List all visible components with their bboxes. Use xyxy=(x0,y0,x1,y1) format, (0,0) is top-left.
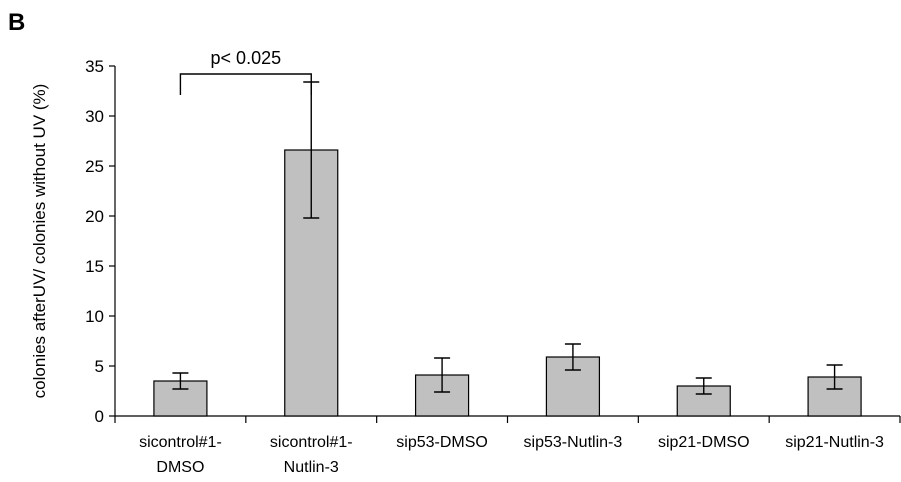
annotations-group: p< 0.025 xyxy=(179,48,312,95)
category-label: sip53-DMSO xyxy=(396,434,488,451)
category-label: sip53-Nutlin-3 xyxy=(524,434,623,451)
error-bars-group xyxy=(172,81,843,395)
bars-group xyxy=(153,149,862,417)
y-tick-label: 10 xyxy=(85,307,104,326)
y-tick-label: 0 xyxy=(95,407,104,426)
y-axis: 0 5 10 15 20 25 30 35 xyxy=(85,57,116,426)
significance-bracket xyxy=(179,73,312,95)
y-tick-label: 30 xyxy=(85,107,104,126)
category-label: Nutlin-3 xyxy=(284,459,339,476)
y-tick-label: 20 xyxy=(85,207,104,226)
category-label: sip21-Nutlin-3 xyxy=(785,434,884,451)
panel-letter: B xyxy=(8,9,25,36)
y-tick-label: 5 xyxy=(95,357,104,376)
y-tick-label: 15 xyxy=(85,257,104,276)
category-label: sicontrol#1- xyxy=(139,434,222,451)
y-tick-label: 35 xyxy=(85,57,104,76)
category-label: DMSO xyxy=(156,459,204,476)
category-label: sicontrol#1- xyxy=(270,434,353,451)
significance-label: p< 0.025 xyxy=(211,48,282,68)
y-axis-title: colonies afterUV/ colonies without UV (%… xyxy=(30,84,49,399)
y-tick-label: 25 xyxy=(85,157,104,176)
category-label: sip21-DMSO xyxy=(658,434,750,451)
x-axis: sicontrol#1- DMSO sicontrol#1- Nutlin-3 sip5… xyxy=(114,415,901,476)
